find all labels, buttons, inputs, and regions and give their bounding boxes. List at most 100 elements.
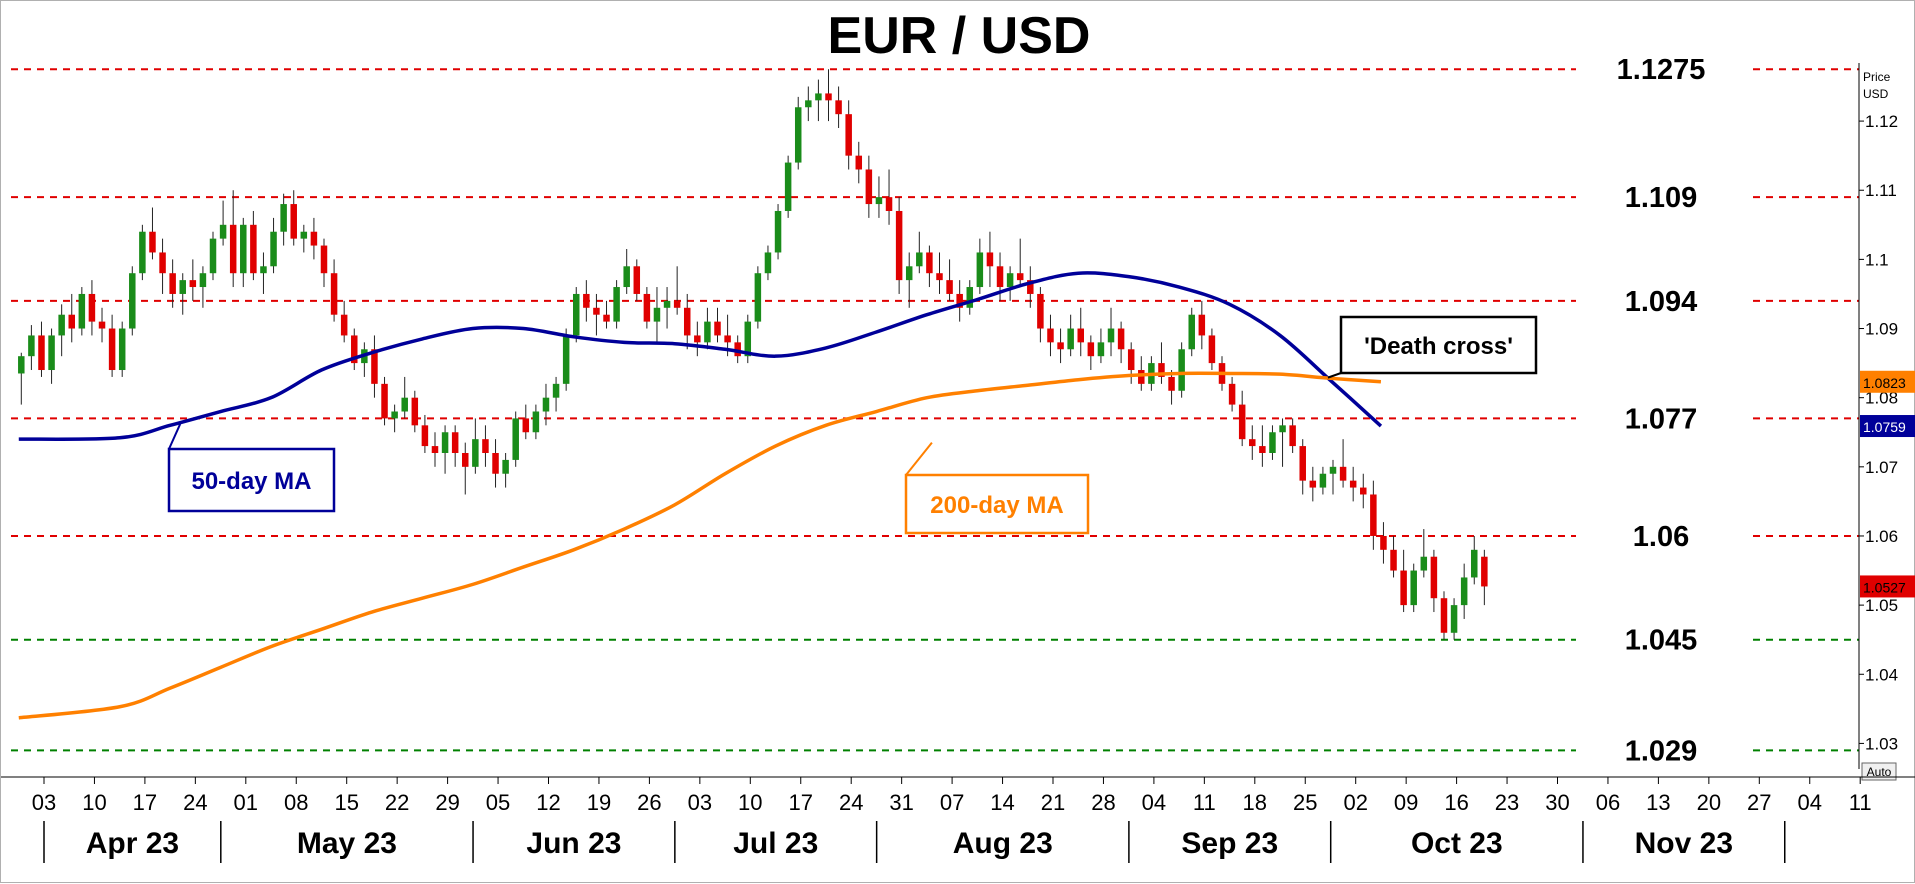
x-tick-label: 06 bbox=[1596, 790, 1620, 815]
candle-body bbox=[209, 238, 217, 274]
x-tick-label: 04 bbox=[1798, 790, 1822, 815]
candle bbox=[1016, 238, 1024, 288]
chart-title: EUR / USD bbox=[828, 7, 1091, 65]
candle-body bbox=[1238, 404, 1246, 440]
candle-body bbox=[764, 252, 772, 274]
candle-body bbox=[199, 273, 207, 288]
candle bbox=[1390, 535, 1397, 578]
candle-body bbox=[805, 100, 812, 108]
candle-body bbox=[320, 245, 328, 274]
candle-body bbox=[936, 273, 943, 281]
candle-body bbox=[1471, 549, 1478, 578]
x-tick-label: 10 bbox=[738, 790, 762, 815]
candle bbox=[1208, 328, 1216, 371]
x-tick-label: 09 bbox=[1394, 790, 1418, 815]
moving-averages bbox=[18, 271, 1383, 720]
candle bbox=[1117, 321, 1125, 364]
candle bbox=[815, 79, 822, 122]
candle bbox=[825, 69, 832, 122]
y-tick-label: 1.07 bbox=[1865, 458, 1898, 477]
candle bbox=[78, 287, 86, 336]
candle-body bbox=[139, 231, 146, 274]
candle-body bbox=[482, 439, 489, 453]
candle bbox=[885, 169, 893, 225]
candle-body bbox=[926, 252, 933, 274]
candle bbox=[603, 300, 610, 329]
x-tick-label: 29 bbox=[435, 790, 459, 815]
candle-body bbox=[593, 307, 600, 315]
candle bbox=[522, 404, 530, 440]
auto-button-label: Auto bbox=[1867, 765, 1892, 779]
candle bbox=[209, 231, 217, 281]
candle bbox=[673, 266, 681, 315]
month-label: Jun 23 bbox=[526, 827, 621, 860]
candle-body bbox=[865, 169, 873, 205]
candle bbox=[774, 204, 782, 260]
candle-body bbox=[512, 418, 519, 460]
candle bbox=[1067, 314, 1074, 357]
candle-body bbox=[794, 107, 802, 163]
annotation-label: 200-day MA bbox=[930, 492, 1063, 519]
candle bbox=[1107, 307, 1115, 357]
candle-body bbox=[1006, 273, 1014, 288]
y-tick-label: 1.06 bbox=[1865, 527, 1898, 546]
candle-body bbox=[744, 321, 752, 357]
x-tick-label: 14 bbox=[990, 790, 1014, 815]
candle bbox=[139, 224, 146, 281]
y-tick-label: 1.03 bbox=[1865, 734, 1898, 753]
candle-body bbox=[159, 252, 166, 274]
candle bbox=[784, 155, 792, 218]
candle-body bbox=[714, 321, 721, 336]
candle-body bbox=[1097, 342, 1105, 357]
candle-body bbox=[1077, 328, 1084, 343]
candle bbox=[1027, 266, 1034, 308]
candle bbox=[1259, 425, 1266, 467]
level-label-bg bbox=[1576, 49, 1751, 90]
price-tag bbox=[1860, 575, 1915, 598]
candle bbox=[250, 210, 257, 281]
x-tick-label: 03 bbox=[32, 790, 56, 815]
candle-body bbox=[1107, 328, 1115, 343]
candle bbox=[986, 231, 994, 288]
candle-body bbox=[270, 231, 277, 267]
month-label: Oct 23 bbox=[1411, 827, 1503, 860]
candle-body bbox=[1349, 480, 1357, 488]
month-label: Apr 23 bbox=[86, 827, 179, 860]
y-tick-label: 1.1 bbox=[1865, 250, 1889, 269]
level-lines: 1.1275 1.109 1.094 1.077 1.06 1.045 1.029 bbox=[11, 49, 1859, 771]
candle-body bbox=[330, 273, 338, 315]
annotation-box bbox=[167, 447, 336, 513]
candle-body bbox=[1127, 349, 1135, 371]
candle-body bbox=[946, 280, 953, 294]
candle bbox=[310, 217, 318, 260]
candle-body bbox=[1117, 328, 1125, 350]
candle bbox=[361, 342, 368, 377]
candle bbox=[1400, 549, 1407, 613]
level-label: 1.029 bbox=[1625, 735, 1698, 767]
candle bbox=[794, 96, 802, 170]
candle bbox=[502, 452, 509, 488]
candle bbox=[462, 442, 469, 495]
candle bbox=[835, 86, 842, 128]
candle bbox=[1430, 549, 1438, 613]
candle bbox=[58, 304, 65, 357]
candle bbox=[966, 280, 974, 315]
candle bbox=[1006, 266, 1014, 301]
x-tick-label: 02 bbox=[1343, 790, 1367, 815]
candle-body bbox=[1027, 280, 1034, 294]
candle-body bbox=[1198, 314, 1206, 336]
candle-body bbox=[179, 280, 186, 294]
candle bbox=[1339, 439, 1347, 488]
candle bbox=[48, 328, 55, 384]
candle-body bbox=[1289, 425, 1296, 447]
candle bbox=[653, 287, 661, 343]
candle-body bbox=[401, 397, 408, 412]
month-label: Aug 23 bbox=[953, 827, 1053, 860]
candle-body bbox=[78, 293, 86, 329]
candle-body bbox=[986, 252, 994, 267]
candle bbox=[1097, 328, 1105, 364]
candle bbox=[916, 231, 923, 274]
candle bbox=[18, 352, 25, 405]
candle-body bbox=[643, 293, 651, 322]
